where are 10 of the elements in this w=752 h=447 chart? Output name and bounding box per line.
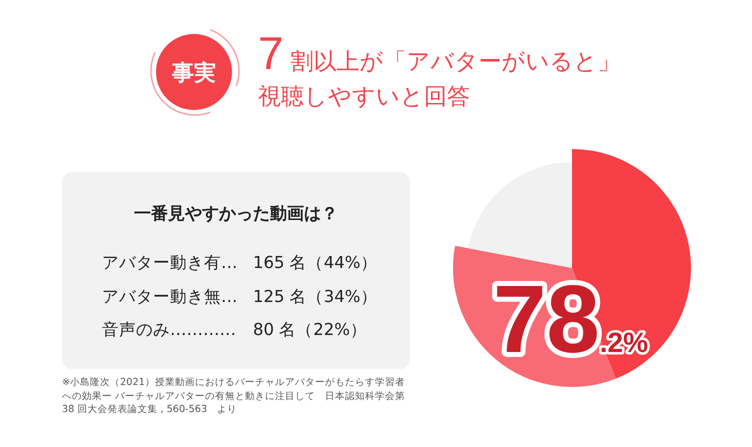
text: 80 名（22%） xyxy=(253,320,367,340)
text: アバター動き無… xyxy=(102,286,238,306)
text: 165 名（44%） xyxy=(253,253,378,273)
text: 125 名（34%） xyxy=(253,286,378,306)
text: 音声のみ………… xyxy=(102,320,236,340)
text: アバター動き有… xyxy=(102,253,238,273)
text: 一番見やすかった動画は？ xyxy=(133,204,339,224)
text: ※小島隆次（2021）授業動画におけるバーチャルアバターがもたらす学習者への効果ー バーチャルアバターの有無と動きに注目して 日本認知科学会第38 回大会発表論文集 , 560-563 より xyxy=(62,376,406,416)
text: 78.2% xyxy=(493,266,648,373)
text: 事実 xyxy=(171,60,216,86)
